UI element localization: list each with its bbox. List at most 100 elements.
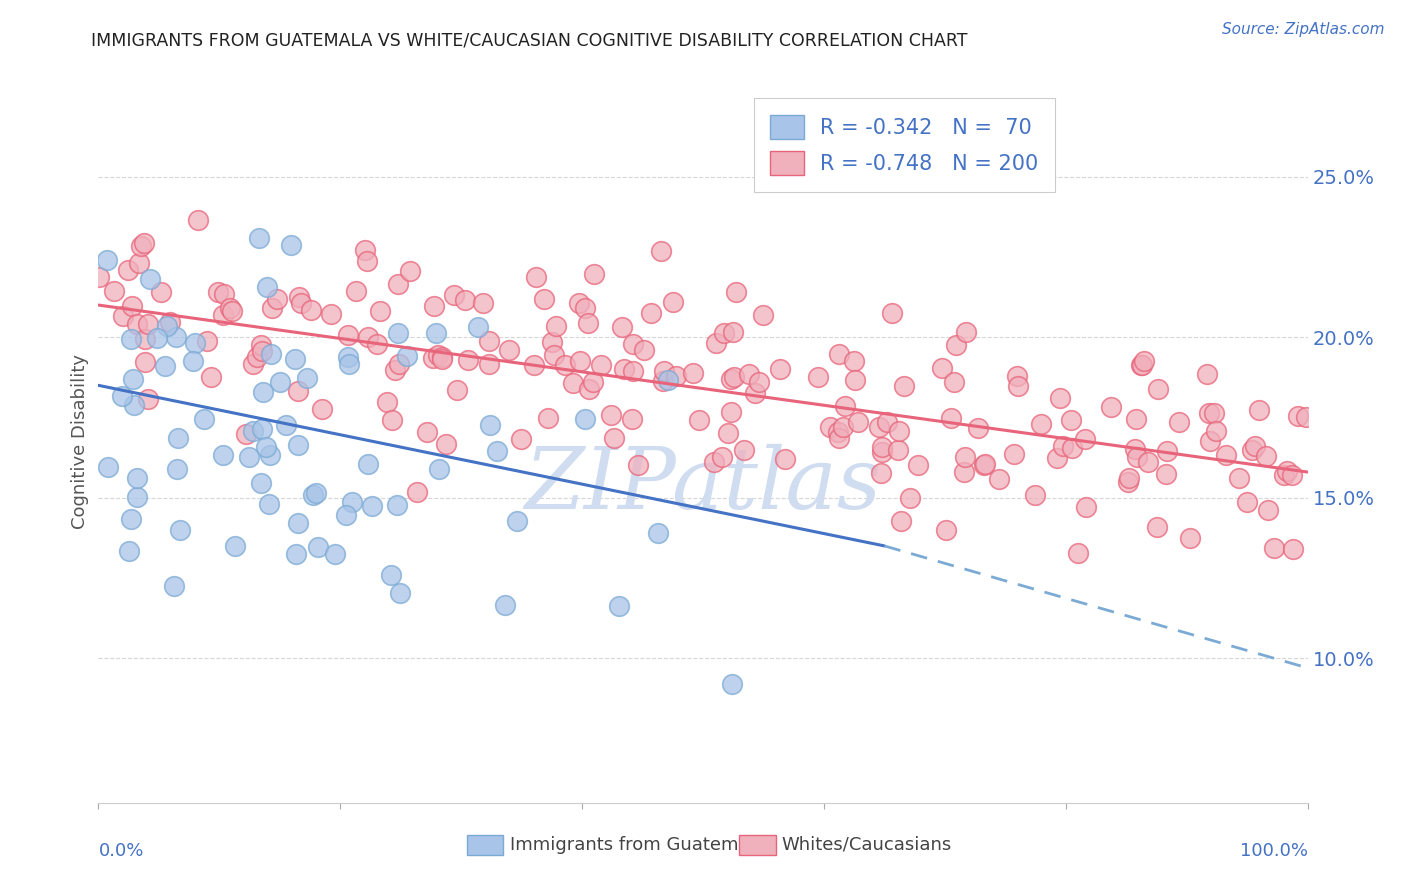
Point (1272, 468, 1295, 483)
Point (457, 352, 479, 367)
Point (987, 472, 1010, 486)
Point (720, 372, 742, 386)
Point (1249, 402, 1271, 417)
Point (807, 370, 830, 384)
FancyBboxPatch shape (467, 835, 503, 855)
Point (443, 287, 465, 301)
Point (711, 450, 734, 464)
Point (423, 299, 446, 313)
Point (721, 326, 744, 340)
Point (1156, 443, 1178, 458)
Point (117, 263, 139, 277)
Point (737, 367, 759, 381)
Point (183, 336, 205, 351)
Point (541, 334, 564, 349)
Point (134, 355, 156, 369)
Point (381, 413, 404, 427)
Point (252, 343, 274, 358)
Point (890, 514, 912, 528)
Point (200, 369, 222, 384)
Point (375, 395, 398, 409)
Point (717, 425, 740, 440)
Point (1240, 442, 1263, 457)
Point (97, 460, 120, 475)
Point (621, 412, 644, 426)
Point (1116, 475, 1139, 490)
Point (935, 524, 957, 538)
Point (1147, 382, 1170, 396)
Point (568, 296, 591, 310)
Text: Source: ZipAtlas.com: Source: ZipAtlas.com (1222, 22, 1385, 37)
Point (704, 336, 727, 351)
Point (907, 458, 929, 472)
Point (1137, 455, 1160, 469)
Point (688, 413, 710, 427)
Point (246, 351, 269, 365)
Point (602, 431, 624, 445)
Point (1132, 354, 1154, 368)
Point (238, 450, 260, 465)
Point (654, 364, 676, 378)
Point (1295, 409, 1317, 424)
Point (576, 316, 599, 330)
Point (103, 285, 125, 299)
Point (302, 488, 325, 502)
Point (818, 420, 841, 434)
Point (569, 353, 592, 368)
Point (356, 457, 378, 471)
Point (870, 445, 893, 459)
Point (132, 235, 155, 250)
Point (682, 366, 704, 380)
Point (505, 514, 527, 528)
Point (868, 420, 890, 434)
Point (1198, 406, 1220, 420)
Legend: R = -0.342   N =  70, R = -0.748   N = 200: R = -0.342 N = 70, R = -0.748 N = 200 (754, 98, 1056, 192)
Point (139, 271, 162, 285)
Point (247, 230, 270, 244)
Point (943, 375, 966, 389)
Point (212, 448, 235, 462)
Point (120, 332, 142, 346)
Point (235, 427, 257, 442)
Point (342, 495, 364, 509)
Point (973, 458, 995, 473)
Point (1002, 447, 1025, 461)
Point (260, 346, 283, 360)
Point (257, 497, 280, 511)
Point (361, 499, 384, 513)
Point (269, 375, 291, 389)
Point (1195, 368, 1218, 382)
Point (662, 294, 685, 309)
Point (748, 375, 770, 389)
Point (647, 526, 669, 541)
Point (574, 412, 596, 426)
Point (425, 326, 447, 341)
Point (120, 512, 142, 526)
Point (118, 544, 141, 558)
Point (426, 349, 449, 363)
Point (357, 329, 380, 343)
Point (1007, 369, 1029, 384)
Point (953, 465, 976, 479)
Point (1024, 488, 1046, 502)
Point (1046, 451, 1069, 466)
Point (876, 415, 898, 429)
Point (945, 338, 967, 352)
Point (224, 539, 246, 553)
Point (166, 462, 188, 476)
Point (832, 420, 855, 434)
Point (1007, 379, 1029, 393)
Point (280, 237, 302, 252)
Point (387, 326, 409, 341)
Point (385, 498, 408, 512)
Point (250, 475, 273, 490)
Point (1281, 467, 1303, 482)
Point (112, 309, 135, 323)
Point (640, 306, 662, 320)
Point (252, 385, 274, 400)
Point (1275, 464, 1298, 478)
Point (290, 296, 312, 310)
Point (887, 424, 910, 438)
Point (159, 315, 181, 329)
Text: 100.0%: 100.0% (1240, 842, 1308, 860)
